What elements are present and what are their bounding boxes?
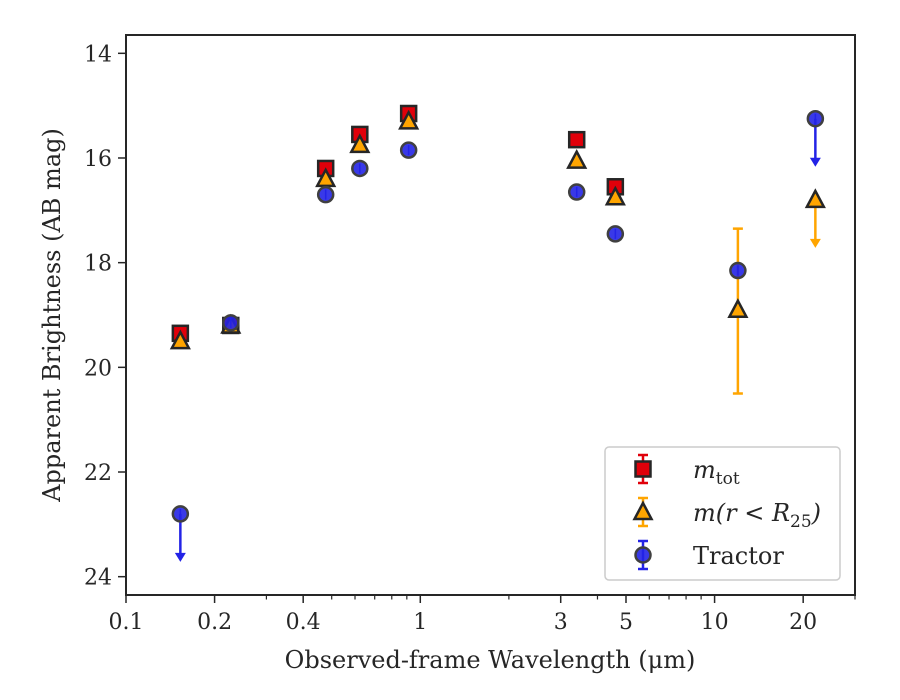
series-2 <box>171 109 825 562</box>
x-tick-label: 0.2 <box>197 610 232 635</box>
legend-label: m(r < R25) <box>693 499 821 532</box>
legend-marker <box>632 500 654 521</box>
x-tick-label: 0.1 <box>109 610 144 635</box>
y-tick-label: 22 <box>84 461 112 486</box>
y-tick-label: 24 <box>84 566 112 591</box>
x-tick-label: 10 <box>701 610 729 635</box>
series-0 <box>171 104 625 343</box>
legend-label: mtot <box>693 456 740 489</box>
x-tick-label: 20 <box>789 610 817 635</box>
x-axis-title: Observed-frame Wavelength (μm) <box>285 646 696 674</box>
y-tick-label: 18 <box>84 252 112 277</box>
upper-limit-head <box>809 157 821 167</box>
axis-ticks: 0.1 0.2 0.4 1 3 5 10 20 14 16 18 20 22 24 <box>84 42 856 635</box>
upper-limit-head <box>174 552 186 562</box>
legend: mtot m(r < R25) Tractor <box>604 446 841 581</box>
y-tick-label: 14 <box>84 42 112 67</box>
legend-marker <box>634 460 652 478</box>
y-tick-label: 16 <box>84 147 112 172</box>
x-tick-label: 0.4 <box>286 610 321 635</box>
legend-box <box>604 446 841 581</box>
chart-marks <box>169 104 826 562</box>
y-axis-title: Apparent Brightness (AB mag) <box>38 128 66 503</box>
legend-marker <box>634 546 652 564</box>
x-tick-label: 1 <box>413 610 427 635</box>
x-tick-label: 3 <box>554 610 568 635</box>
series-1 <box>169 109 826 395</box>
y-tick-label: 20 <box>84 356 112 381</box>
upper-limit-head <box>809 238 821 248</box>
legend-label: Tractor <box>693 542 784 570</box>
plot-frame <box>125 34 856 596</box>
x-tick-label: 5 <box>619 610 633 635</box>
